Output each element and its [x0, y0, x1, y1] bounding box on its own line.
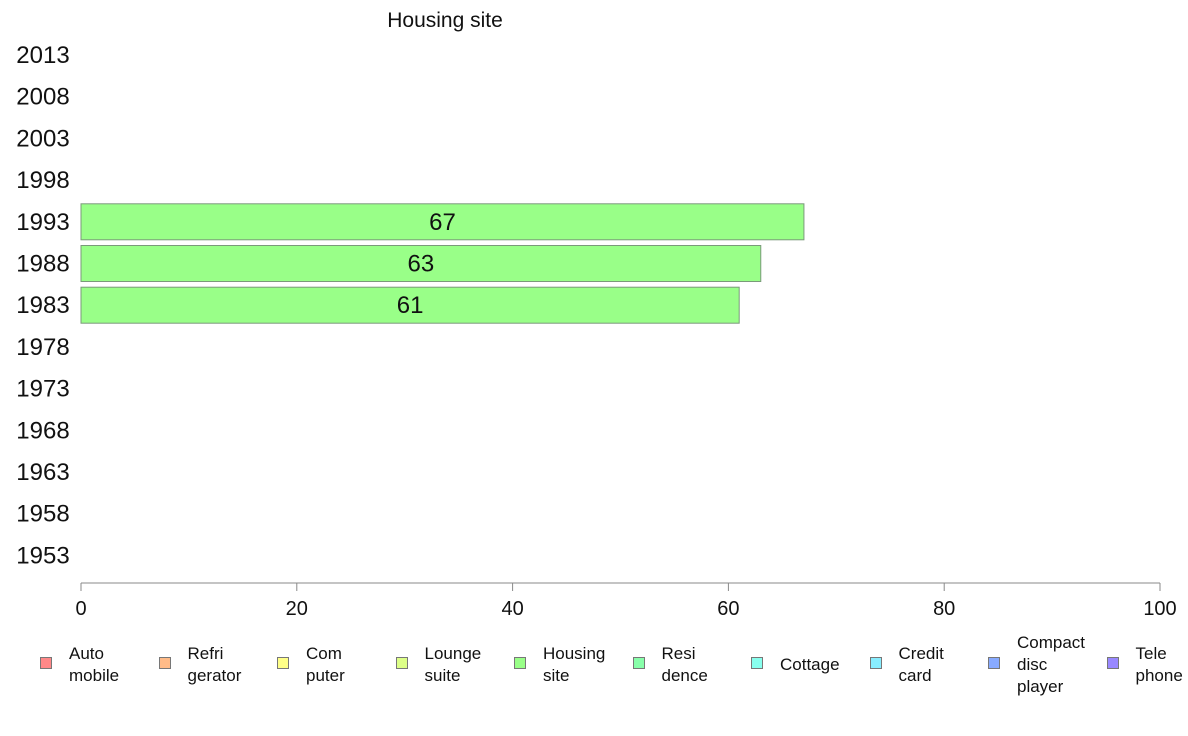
x-tick-label: 20 — [286, 598, 308, 620]
legend-swatch — [514, 657, 526, 669]
y-tick-label: 1968 — [16, 417, 69, 444]
legend-label: Auto mobile — [69, 644, 120, 685]
legend-swatch — [277, 657, 289, 669]
legend-swatch — [869, 657, 882, 669]
y-tick-label: 1963 — [16, 459, 69, 486]
legend-label: Com puter — [306, 644, 345, 685]
legend-label: Housing site — [543, 644, 606, 685]
legend-swatch — [988, 657, 1000, 669]
x-tick-label: 80 — [933, 598, 955, 620]
y-tick-label: 1958 — [16, 501, 69, 528]
legend-swatch — [40, 657, 52, 669]
x-tick-label: 60 — [717, 598, 739, 620]
y-tick-label: 1988 — [16, 251, 69, 278]
bar-value-label: 67 — [429, 209, 456, 236]
bars-group: 67 63 61 — [80, 203, 805, 324]
y-tick-label: 1953 — [16, 542, 69, 569]
y-tick-label: 1983 — [16, 292, 69, 319]
legend-label: Tele phone — [1135, 644, 1183, 685]
x-tick-label: 40 — [501, 598, 523, 620]
bar-chart: Housing site 2013 2008 2003 1998 1993 1988 198… — [16, 9, 1177, 620]
legend-swatch — [395, 657, 408, 669]
bar-value-label: 63 — [408, 251, 435, 278]
legend-swatch — [751, 657, 763, 669]
legend-label: Resi dence — [661, 644, 708, 685]
x-tick-label: 0 — [75, 598, 86, 620]
y-tick-label: 1973 — [16, 376, 69, 403]
bar-1993 — [80, 203, 805, 241]
legend-swatch — [1106, 657, 1119, 669]
y-tick-label: 1993 — [16, 209, 69, 236]
legend-label: Lounge suite — [424, 644, 482, 685]
legend-swatch — [158, 657, 171, 669]
y-tick-label: 2008 — [16, 84, 69, 111]
y-tick-label: 2013 — [16, 42, 69, 69]
x-tick-label: 100 — [1143, 598, 1176, 620]
legend: Auto mobile Refri gerator Com puter Lounge … — [0, 630, 1188, 710]
bar-value-label: 61 — [397, 292, 424, 319]
bar-1988 — [80, 245, 762, 282]
bar-1983 — [80, 286, 740, 324]
legend-label: Credit card — [898, 644, 944, 685]
y-axis-labels: 2013 2008 2003 1998 1993 1988 1983 1978 1973 1968… — [16, 42, 69, 569]
legend-label: Cottage — [780, 655, 840, 674]
legend-label: Refri gerator — [187, 644, 242, 685]
y-tick-label: 2003 — [16, 125, 69, 152]
legend-label: Compact disc player — [1017, 633, 1086, 696]
chart-title: Housing site — [387, 9, 503, 32]
y-tick-label: 1998 — [16, 167, 69, 194]
y-tick-label: 1978 — [16, 334, 69, 361]
legend-swatch — [632, 657, 645, 669]
x-axis: 0 20 40 60 80 100 — [75, 582, 1177, 620]
